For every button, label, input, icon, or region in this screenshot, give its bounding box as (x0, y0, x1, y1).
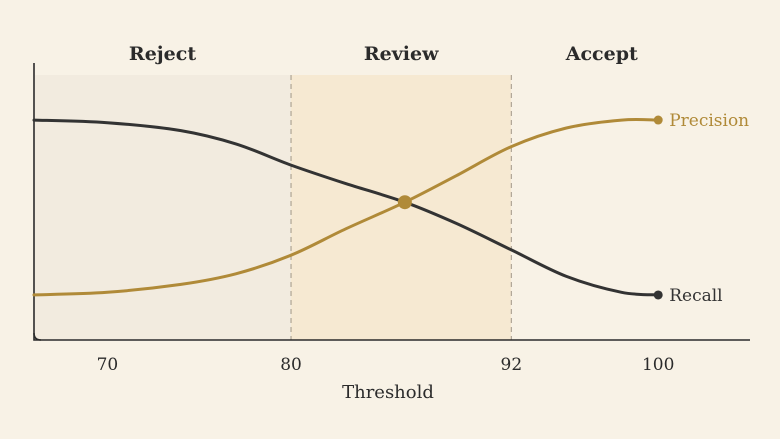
zone-label-accept: Accept (565, 43, 638, 65)
zone-dividers (290, 75, 512, 340)
axis-lines (33, 63, 750, 341)
series-lines (32, 117, 660, 297)
zone-accept (511, 75, 659, 340)
intersection-marker (397, 195, 412, 210)
precision-line (32, 117, 660, 297)
series-markers: Precision Recall (397, 111, 749, 306)
x-tick-label: 92 (501, 355, 523, 375)
x-tick-label: 100 (642, 355, 674, 375)
recall-end-marker (653, 290, 663, 300)
zone-label-review: Review (364, 43, 439, 65)
x-tick-label: 80 (280, 355, 302, 375)
recall-label: Recall (669, 286, 722, 306)
precision-label: Precision (669, 111, 749, 131)
zone-backgrounds (35, 75, 659, 340)
x-axis-title: Threshold (342, 382, 434, 403)
x-tick-labels: 70 80 92 100 (97, 355, 675, 375)
axis-corner (33, 332, 42, 341)
x-tick-label: 70 (97, 355, 119, 375)
zone-labels: Reject Review Accept (129, 43, 638, 65)
precision-end-marker (653, 115, 663, 125)
zone-label-reject: Reject (129, 43, 196, 65)
axes (33, 63, 750, 341)
zone-reject (35, 75, 292, 340)
recall-line (32, 118, 660, 297)
